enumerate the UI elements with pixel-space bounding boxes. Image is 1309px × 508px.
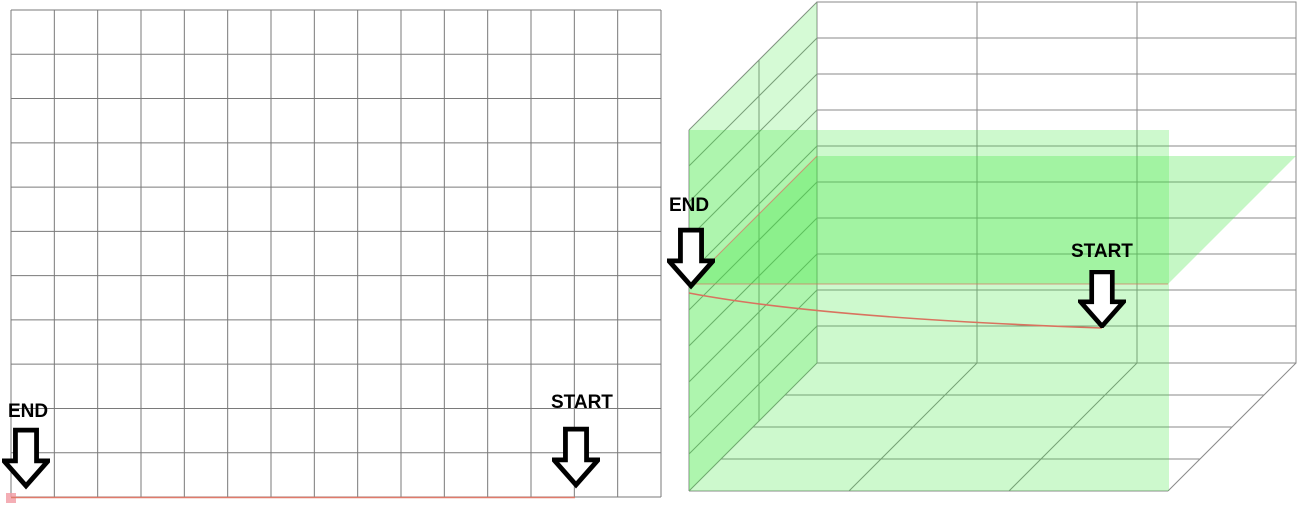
green-planes (689, 2, 1296, 491)
right-panel: END START (669, 1, 1297, 492)
left-wall-grid (688, 1, 818, 491)
right-start-label: START (1071, 241, 1133, 262)
left-end-label: END (8, 401, 48, 422)
left-start-label: START (551, 392, 613, 413)
horizontal-plane (689, 156, 1296, 284)
right-trajectory-path (688, 292, 1103, 329)
side-plane (689, 2, 817, 491)
left-panel: END START (4, 9, 662, 503)
left-grid (10, 9, 662, 498)
right-end-label: END (669, 195, 709, 216)
floor-grid (688, 362, 1297, 492)
left-start-arrow-icon (554, 429, 598, 485)
